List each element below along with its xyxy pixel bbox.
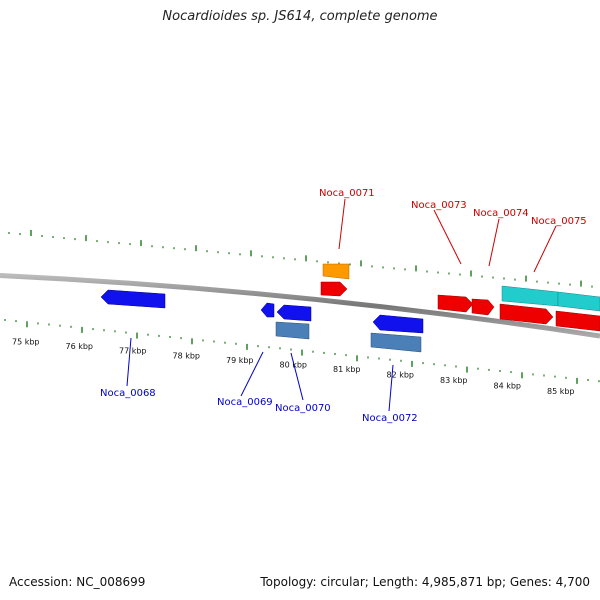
genome-backbone xyxy=(0,273,600,339)
gene-noca-0071[interactable] xyxy=(322,263,350,280)
kbp-label: 81 kbp xyxy=(333,365,361,374)
label-noca-0068[interactable]: Noca_0068 xyxy=(100,388,156,399)
gene-noca-0074-arrow[interactable] xyxy=(499,303,554,325)
kbp-label: 79 kbp xyxy=(226,356,254,365)
gene-noca-0072[interactable] xyxy=(372,314,424,334)
kbp-label: 75 kbp xyxy=(12,338,40,347)
kbp-label: 82 kbp xyxy=(387,371,415,380)
gene-noca-0071-arrow[interactable] xyxy=(320,281,348,297)
gene-noca-0070[interactable] xyxy=(276,304,312,322)
label-noca-0070[interactable]: Noca_0070 xyxy=(275,403,331,414)
label-noca-0069[interactable]: Noca_0069 xyxy=(217,397,273,408)
tick-row-bottom xyxy=(4,319,600,384)
label-noca-0071[interactable]: Noca_0071 xyxy=(319,188,375,199)
gene-noca-0068[interactable] xyxy=(100,289,166,309)
kbp-label: 78 kbp xyxy=(173,351,201,360)
leader-lines xyxy=(126,198,557,412)
label-noca-0073[interactable]: Noca_0073 xyxy=(411,200,467,211)
gene-noca-0070-steel[interactable] xyxy=(275,321,310,340)
kbp-label: 85 kbp xyxy=(547,387,575,396)
map-title: Nocardioides sp. JS614, complete genome xyxy=(162,9,438,24)
reverse-genes xyxy=(100,289,424,353)
accession-text: Accession: NC_008699 xyxy=(9,575,146,589)
kbp-label: 84 kbp xyxy=(494,382,522,391)
gene-noca-0072-steel[interactable] xyxy=(370,332,422,353)
kbp-label: 80 kbp xyxy=(280,361,308,370)
gene-noca-0069[interactable] xyxy=(260,302,275,318)
topology-text: Topology: circular; Length: 4,985,871 bp… xyxy=(260,575,590,589)
kbp-label: 83 kbp xyxy=(440,376,468,385)
label-noca-0074[interactable]: Noca_0074 xyxy=(473,208,529,219)
kbp-label-row: 75 kbp 76 kbp 77 kbp 78 kbp 79 kbp 80 kbp 81 k… xyxy=(12,338,575,397)
kbp-label: 76 kbp xyxy=(66,342,94,351)
forward-genes xyxy=(320,263,600,332)
gene-noca-0074[interactable] xyxy=(501,285,559,307)
kbp-label: 77 kbp xyxy=(119,347,147,356)
gene-noca-0075-arrow[interactable] xyxy=(555,310,600,332)
label-noca-0072[interactable]: Noca_0072 xyxy=(362,413,418,424)
label-noca-0075[interactable]: Noca_0075 xyxy=(531,216,587,227)
gene-noca-0075[interactable] xyxy=(557,291,600,312)
gene-noca-0073b[interactable] xyxy=(471,298,495,316)
gene-noca-0073a[interactable] xyxy=(437,294,474,313)
tick-row-top xyxy=(8,230,593,288)
